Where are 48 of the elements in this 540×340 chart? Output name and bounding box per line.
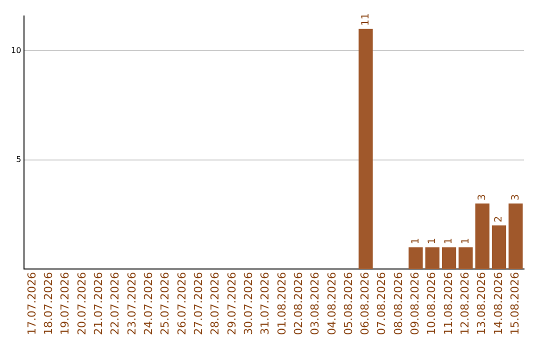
x-tick-label: 18.07.2026 <box>42 272 56 336</box>
x-tick-label: 26.07.2026 <box>175 272 188 336</box>
x-tick-label: 20.07.2026 <box>75 272 88 336</box>
x-tick-label: 30.07.2026 <box>242 272 255 336</box>
bar <box>358 28 373 270</box>
bar <box>492 225 506 270</box>
bar <box>408 247 423 270</box>
x-tick-label: 25.07.2026 <box>158 272 172 336</box>
data-label: 1 <box>426 238 438 244</box>
data-label: 11 <box>360 13 372 26</box>
x-tick-label: 01.08.2026 <box>275 272 288 336</box>
data-label: 1 <box>460 238 472 244</box>
x-tick-label: 02.08.2026 <box>292 272 305 336</box>
bar <box>442 247 456 270</box>
x-tick-label: 10.08.2026 <box>425 272 438 336</box>
data-label: 2 <box>494 216 505 222</box>
x-tick-label: 23.07.2026 <box>125 272 138 336</box>
x-tick-label: 13.08.2026 <box>475 272 488 336</box>
x-tick-label: 09.08.2026 <box>408 272 422 336</box>
x-tick-label: 22.07.2026 <box>108 272 122 336</box>
data-label: 3 <box>476 194 488 201</box>
x-tick-label: 14.08.2026 <box>492 272 505 336</box>
y-tick-label: 5 <box>16 154 22 164</box>
y-tick-label: 10 <box>10 46 22 55</box>
x-tick-label: 27.07.2026 <box>192 272 205 336</box>
data-label: 1 <box>444 238 455 244</box>
x-tick-label: 03.08.2026 <box>308 272 322 336</box>
x-tick-label: 12.08.2026 <box>458 272 472 336</box>
x-tick-label: 08.08.2026 <box>392 272 405 336</box>
x-tick-label: 05.08.2026 <box>342 272 355 336</box>
x-tick-label: 31.07.2026 <box>258 272 272 336</box>
x-tick-label: 17.07.2026 <box>25 272 38 336</box>
x-tick-label: 29.07.2026 <box>225 272 238 336</box>
bar <box>425 247 440 270</box>
x-tick-label: 21.07.2026 <box>92 272 106 336</box>
bar <box>508 204 523 270</box>
x-tick-label: 11.08.2026 <box>442 272 455 336</box>
x-tick-label: 06.08.2026 <box>358 272 372 336</box>
x-tick-label: 15.08.2026 <box>508 272 522 336</box>
data-label: 1 <box>410 238 422 244</box>
bar <box>475 204 490 270</box>
x-tick-label: 24.07.2026 <box>142 272 155 336</box>
x-tick-label: 07.08.2026 <box>375 272 388 336</box>
x-tick-label: 28.07.2026 <box>208 272 222 336</box>
data-label: 3 <box>510 194 522 201</box>
bar <box>458 247 473 270</box>
x-tick-label: 04.08.2026 <box>325 272 338 336</box>
x-tick-label: 19.07.2026 <box>58 272 72 336</box>
